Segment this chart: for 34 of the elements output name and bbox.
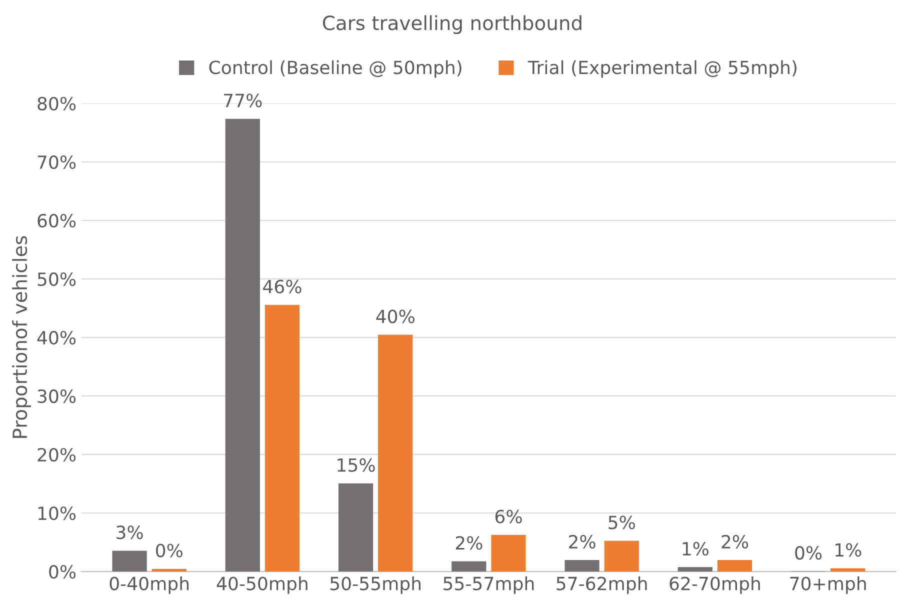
x-tick-label: 50-55mph	[330, 576, 421, 594]
y-tick-label: 10%	[38, 506, 76, 520]
y-tick-label: 40%	[37, 330, 76, 345]
y-tick-label: 20%	[38, 448, 76, 462]
x-tick-label: 70+mph	[790, 576, 866, 594]
legend-label: Trial (Experimental @ 55mph)	[528, 60, 796, 78]
x-tick-label: 62-70mph	[670, 576, 760, 594]
data-label: 46%	[263, 280, 302, 294]
legend-label: Control (Baseline @ 50mph)	[209, 60, 462, 78]
data-label: 0%	[795, 546, 822, 560]
y-tick-label: 0%	[49, 564, 76, 579]
data-label: 3%	[116, 526, 143, 540]
data-label: 77%	[224, 94, 262, 108]
y-tick-label: 70%	[38, 155, 76, 169]
x-tick-label: 55-57mph	[444, 576, 534, 594]
data-label: 15%	[338, 458, 375, 472]
x-tick-label: 40-50mph	[216, 576, 308, 594]
data-label: 2%	[569, 534, 596, 549]
y-tick-label: 80%	[38, 96, 76, 110]
data-label: 0%	[156, 544, 182, 558]
data-label: 40%	[376, 310, 414, 324]
data-label: 2%	[456, 536, 482, 550]
y-tick-label: 30%	[38, 389, 76, 404]
y-axis-title: Proportionof vehicles	[12, 236, 31, 438]
data-label: 6%	[495, 510, 522, 524]
x-tick-label: 57-62mph	[556, 576, 647, 594]
y-tick-label: 60%	[38, 214, 76, 228]
chart-title: Cars travelling northbound	[322, 15, 582, 34]
x-tick-label: 0-40mph	[110, 576, 189, 594]
data-label: 1%	[836, 543, 862, 557]
data-label: 5%	[608, 516, 635, 530]
data-label: 1%	[682, 542, 708, 556]
y-tick-label: 50%	[38, 272, 76, 286]
data-label: 2%	[722, 534, 748, 549]
